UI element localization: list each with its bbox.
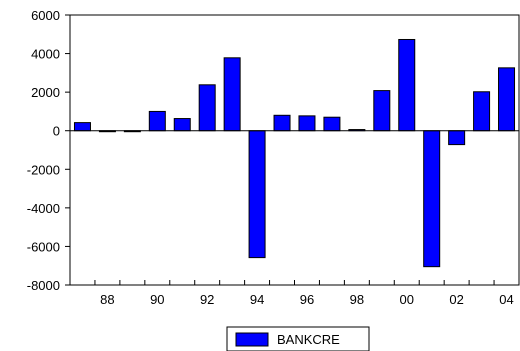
- y-tick-label: 0: [53, 124, 60, 139]
- x-tick-label: 88: [100, 292, 114, 307]
- y-axis: 6000 4000 2000 0 -2000 -4000 -6000 -8000: [27, 8, 70, 293]
- x-tick-label: 96: [300, 292, 314, 307]
- bar-99: [373, 90, 391, 132]
- x-axis: 88 90 92 94 96 98 00 02 04: [94, 280, 514, 307]
- x-tick-label: 92: [200, 292, 214, 307]
- bar-94: [248, 130, 266, 259]
- bar-97: [323, 116, 341, 132]
- y-tick-label: 6000: [31, 8, 60, 23]
- x-tick-label: 98: [350, 292, 364, 307]
- x-tick-label: 02: [449, 292, 463, 307]
- bars: [73, 38, 516, 268]
- y-tick-label: 4000: [31, 47, 60, 62]
- legend-swatch: [235, 332, 269, 347]
- x-tick-label: 90: [150, 292, 164, 307]
- y-tick-label: -2000: [27, 162, 60, 177]
- bar-90: [148, 110, 166, 132]
- y-tick-label: -8000: [27, 278, 60, 293]
- bar-00: [398, 38, 416, 132]
- plot-frame: [69, 14, 520, 286]
- plot-area: 6000 4000 2000 0 -2000 -4000 -6000 -8000 88 90 92…: [27, 8, 520, 307]
- bar-91: [173, 118, 191, 132]
- bar-87: [73, 122, 91, 132]
- y-tick-label: 2000: [31, 85, 60, 100]
- x-tick-label: 00: [400, 292, 414, 307]
- bar-01: [423, 130, 441, 268]
- bar-92: [198, 84, 216, 132]
- bar-95: [273, 114, 291, 132]
- y-tick-label: -4000: [27, 201, 60, 216]
- bar-04: [498, 67, 516, 132]
- bar-93: [223, 57, 241, 132]
- y-tick-label: -6000: [27, 239, 60, 254]
- bar-03: [473, 91, 491, 132]
- legend-label: BANKCRE: [277, 332, 340, 347]
- x-tick-label: 94: [250, 292, 264, 307]
- bar-96: [298, 115, 316, 132]
- x-tick-label: 04: [499, 292, 513, 307]
- legend: BANKCRE: [226, 326, 370, 351]
- bar-02: [448, 130, 466, 146]
